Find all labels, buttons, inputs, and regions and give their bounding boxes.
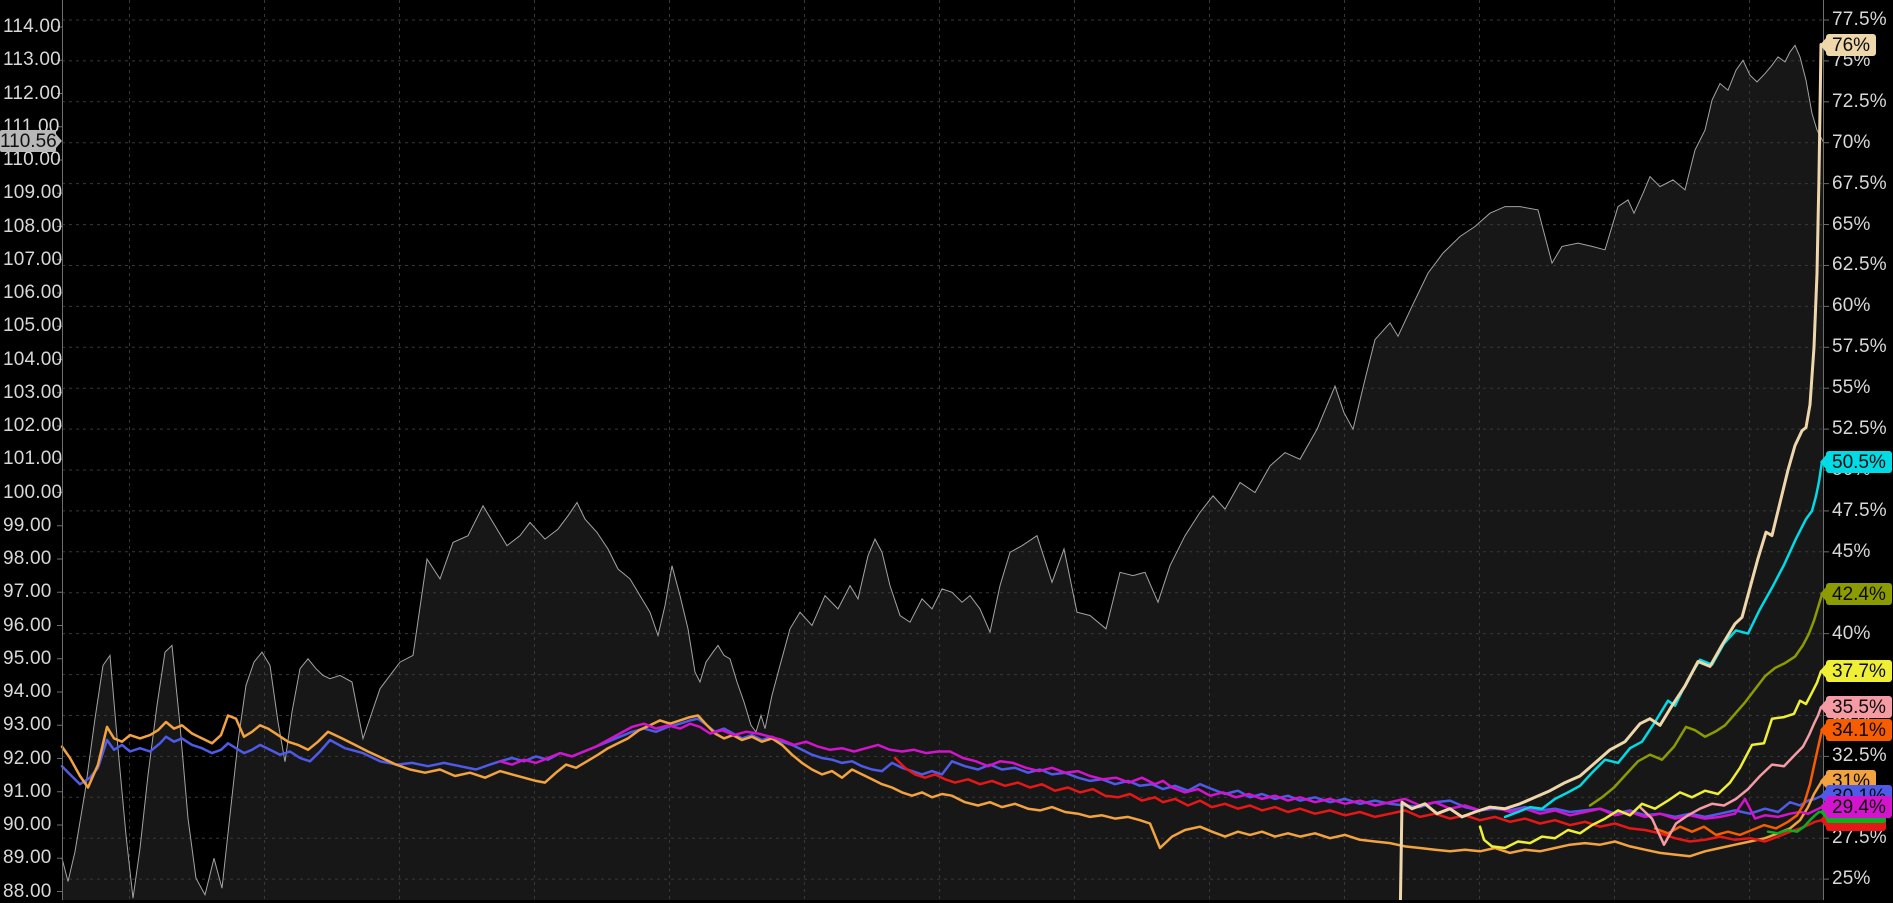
percent-tick-label: 77.5%	[1832, 9, 1887, 30]
percent-tick-label: 60%	[1832, 295, 1871, 317]
price-tick-label: 88.00	[3, 880, 52, 902]
price-tick-label: 113.00	[3, 49, 61, 71]
price-tick-label: 93.00	[3, 714, 52, 736]
value-badge-37-7pct: 37.7%	[1820, 660, 1892, 683]
series-benchmark-line	[61, 44, 1824, 899]
percent-tick-label: 67.5%	[1832, 172, 1887, 194]
price-tick-label: 106.00	[3, 282, 63, 303]
value-badge-42-4pct: 42.4%	[1820, 583, 1892, 606]
price-tick-label: 112.00	[3, 82, 61, 104]
price-tick-label: 101.00	[3, 448, 63, 470]
percent-tick-label: 40%	[1832, 622, 1871, 644]
percent-tick-label: 52.5%	[1832, 418, 1887, 440]
price-tick-label: 107.00	[3, 248, 63, 270]
current-price-badge: 110.56	[0, 130, 62, 153]
series-orange-red-line	[1653, 728, 1824, 837]
price-tick-label: 89.00	[3, 847, 52, 869]
price-tick-label: 102.00	[3, 415, 63, 436]
series-olive-line	[1588, 593, 1824, 807]
percent-tick-label: 47.5%	[1832, 499, 1887, 521]
percent-tick-label: 55%	[1832, 377, 1871, 399]
series-cream-line	[1398, 43, 1823, 900]
percent-tick-label: 25%	[1832, 868, 1871, 890]
percent-tick-label: 65%	[1832, 213, 1871, 235]
series-orange-line	[60, 714, 1824, 858]
value-badge-29-4pct: 29.4%	[1820, 796, 1892, 819]
price-tick-label: 109.00	[3, 182, 63, 204]
percent-tick-label: 72.5%	[1832, 90, 1887, 112]
price-tick-label: 94.00	[3, 681, 52, 702]
value-badge-50-5pct: 50.5%	[1820, 450, 1892, 473]
percent-tick-label: 45%	[1832, 540, 1871, 562]
price-tick-label: 114.00	[3, 16, 61, 37]
price-tick-label: 98.00	[3, 548, 52, 569]
benchmark-area-fill	[62, 45, 1823, 900]
percent-tick-label: 32.5%	[1832, 745, 1887, 767]
price-tick-label: 99.00	[3, 514, 52, 536]
price-tick-label: 90.00	[3, 814, 52, 835]
price-tick-label: 92.00	[3, 747, 52, 769]
series-magenta-line	[498, 722, 1824, 820]
percent-tick-label: 62.5%	[1832, 254, 1887, 276]
series-red-line	[893, 756, 1824, 843]
price-tick-label: 105.00	[3, 315, 63, 337]
price-tick-label: 96.00	[3, 614, 52, 636]
price-tick-label: 95.00	[3, 647, 52, 669]
price-tick-label: 110.00	[3, 149, 61, 170]
value-badge-34-1pct: 34.1%	[1820, 719, 1892, 742]
percent-tick-label: 70%	[1832, 131, 1871, 153]
price-tick-label: 91.00	[3, 780, 52, 802]
percent-tick-label: 57.5%	[1832, 336, 1887, 358]
series-green-line	[1766, 810, 1824, 835]
price-tick-label: 103.00	[3, 381, 63, 403]
percent-tick-label: 27.5%	[1832, 827, 1887, 849]
series-yellow-line	[1478, 670, 1823, 850]
price-tick-label: 100.00	[3, 481, 63, 503]
series-pink-line	[1638, 706, 1823, 846]
value-badge-76pct: 76%	[1820, 33, 1877, 56]
value-badge-35-5pct: 35.5%	[1820, 696, 1892, 719]
price-tick-label: 104.00	[3, 348, 63, 370]
price-tick-label: 97.00	[3, 581, 52, 603]
price-tick-label: 108.00	[3, 215, 63, 237]
